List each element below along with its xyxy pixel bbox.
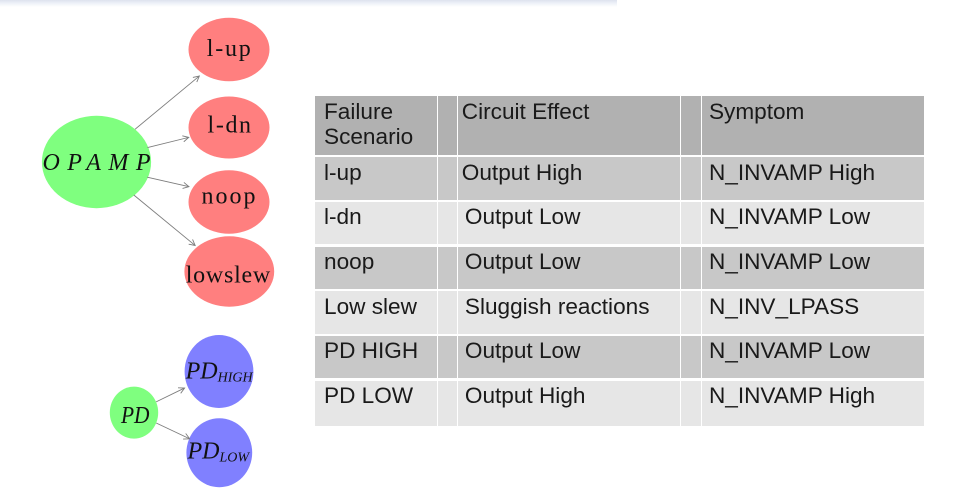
svg-text:PD: PD	[120, 403, 149, 429]
svg-text:lowslew: lowslew	[186, 263, 271, 289]
svg-text:l-up: l-up	[207, 36, 251, 62]
svg-text:l-dn: l-dn	[208, 113, 251, 139]
